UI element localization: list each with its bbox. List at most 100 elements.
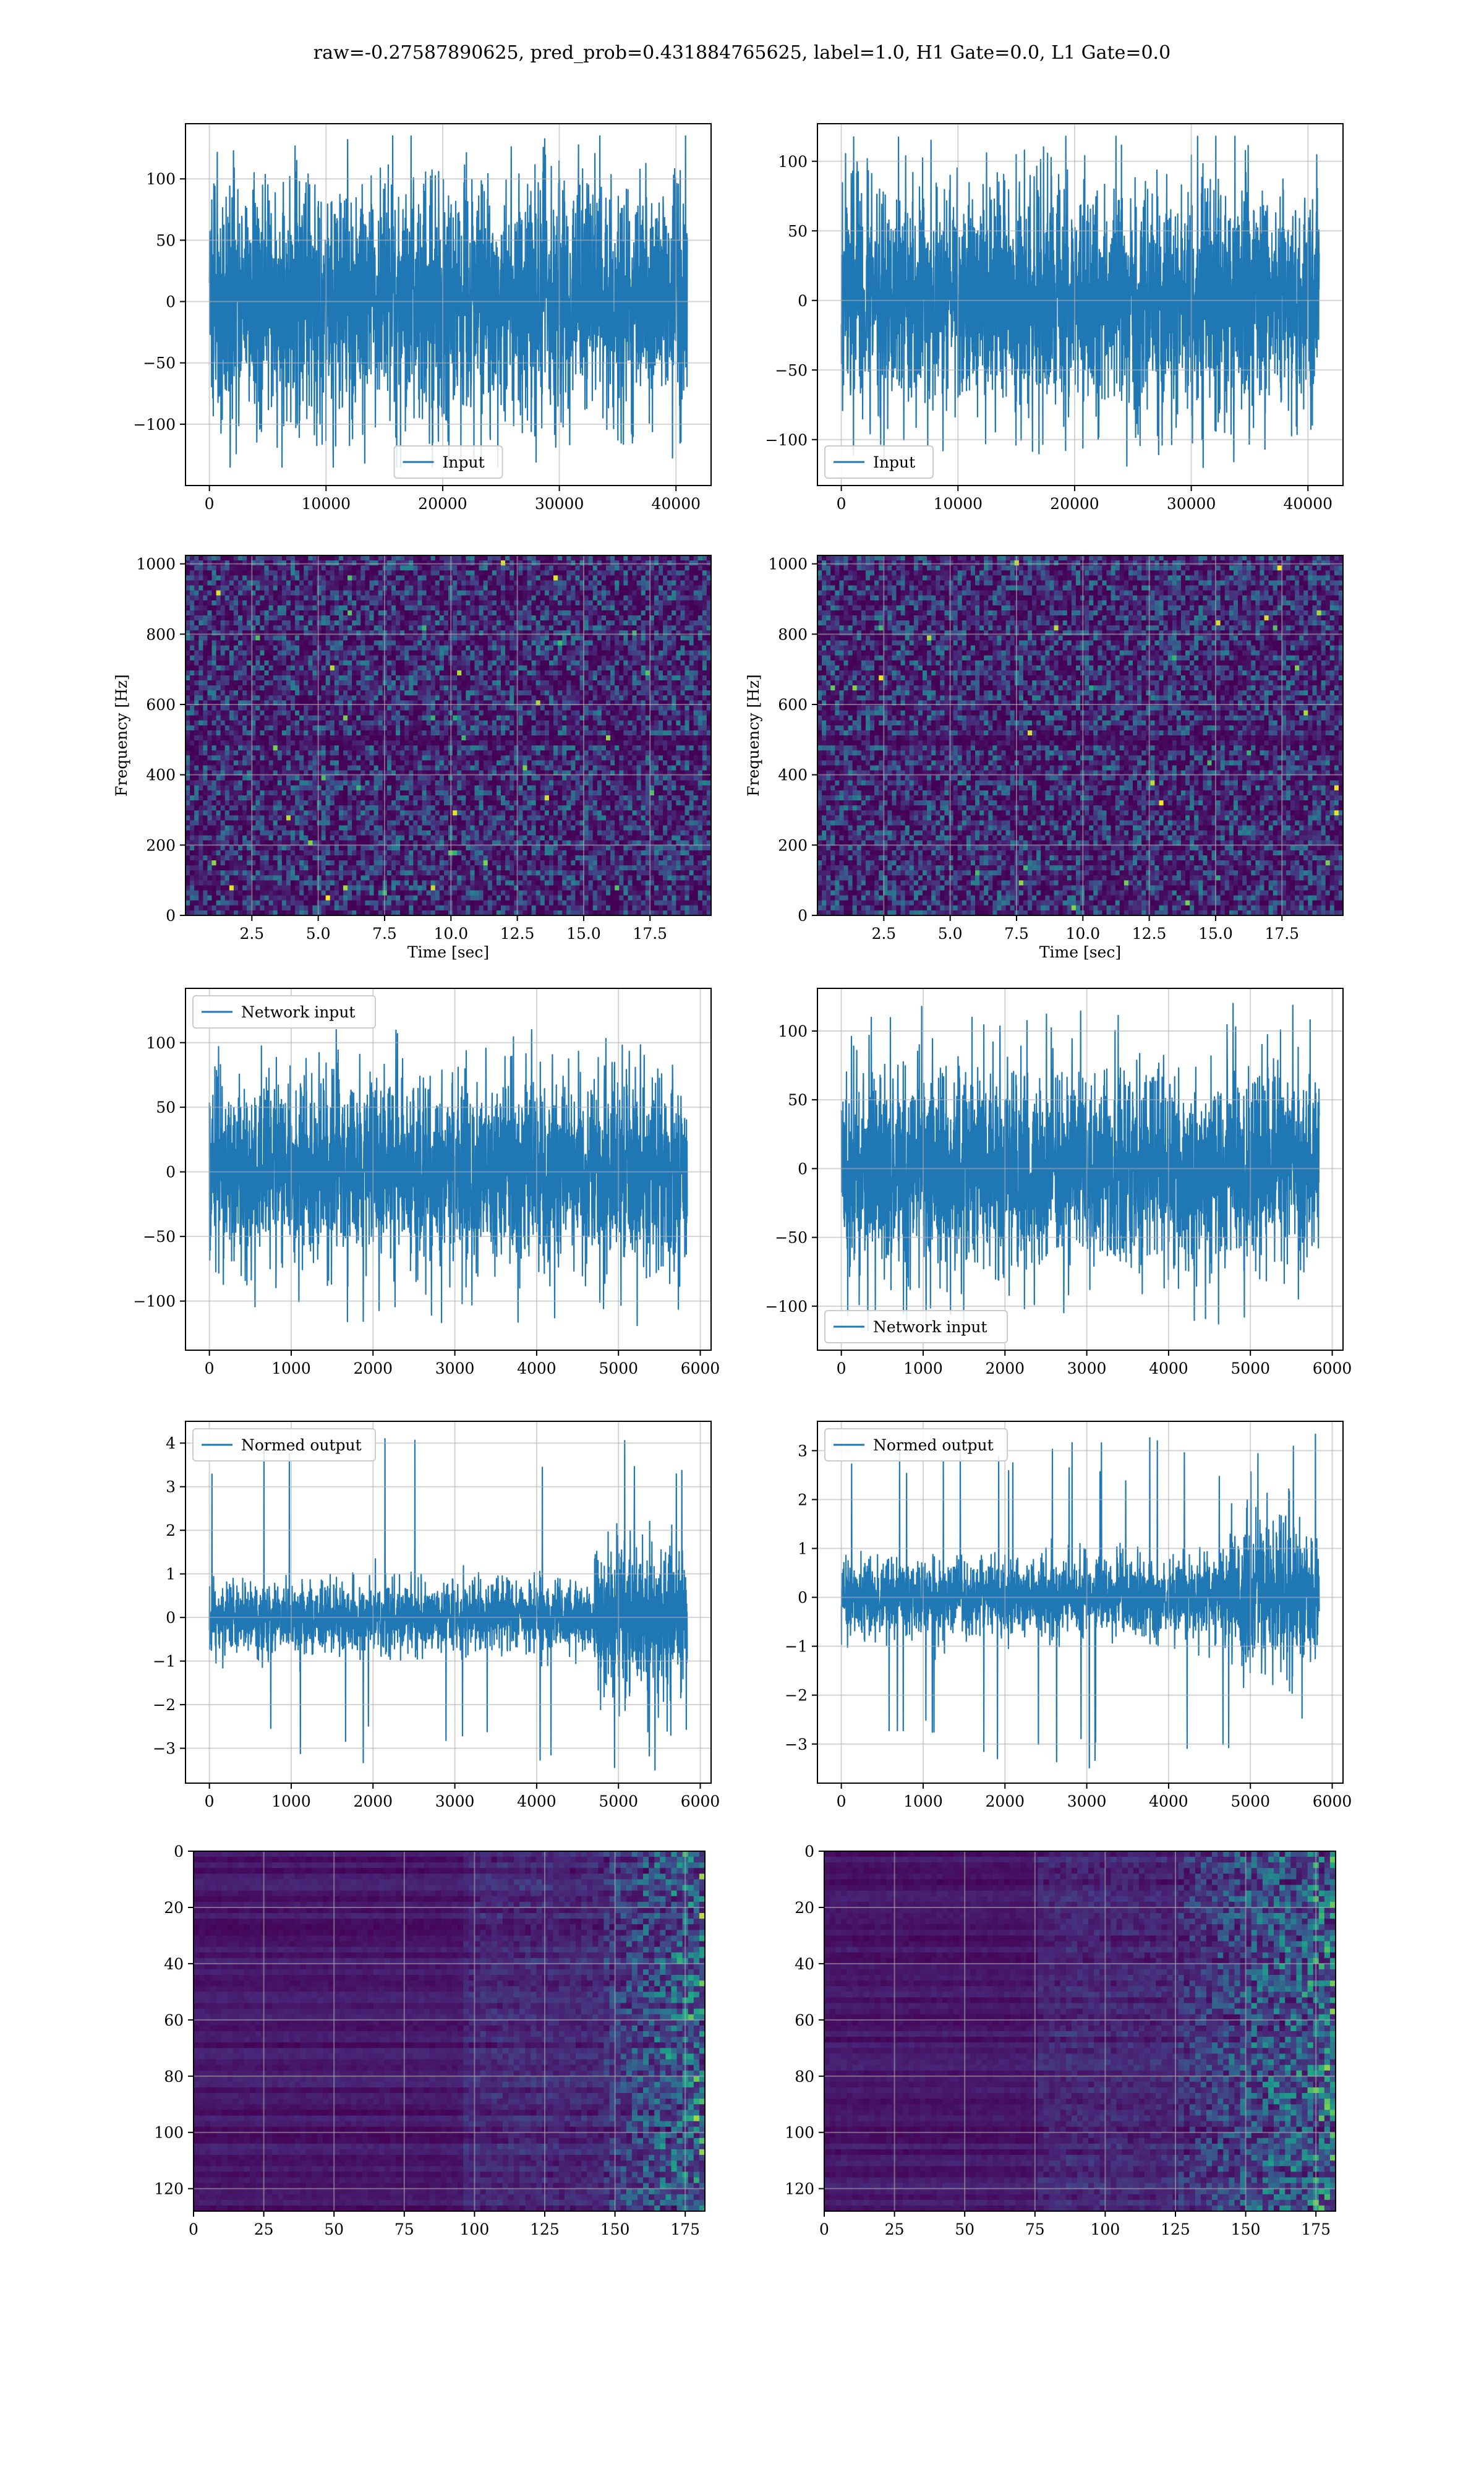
x-tick-label: 6000 [1313,1792,1352,1810]
x-tick-label: 25 [885,2220,905,2238]
x-tick-label: 2000 [985,1792,1025,1810]
x-tick-label: 4000 [517,1792,556,1810]
x-tick-label: 15.0 [566,925,601,943]
chart-h1-spectrogram: 2.5 5.0 7.5 10.0 12.5 15.0 17.5020040060080010… [113,555,712,961]
y-tick-label: 0 [166,293,176,311]
x-tick-label: 175 [670,2220,700,2238]
legend-label: Network input [241,1003,355,1021]
x-tick-label: 30000 [535,495,584,513]
y-tick-label: 3 [166,1478,176,1496]
y-tick-label: 100 [154,2124,184,2142]
x-tick-label: 4000 [517,1359,556,1377]
legend: Input [394,446,503,478]
x-tick-label: 10.0 [1065,925,1100,943]
y-tick-label: −2 [153,1696,176,1714]
y-tick-label: 0 [798,292,808,310]
chart-l1-spectrogram: 2.5 5.0 7.5 10.0 12.5 15.0 17.5020040060080010… [744,555,1344,961]
x-tick-label: 3000 [435,1359,475,1377]
x-tick-label: 6000 [1313,1359,1352,1377]
y-tick-label: 120 [785,2180,814,2198]
x-tick-label: 3000 [1067,1792,1107,1810]
x-tick-label: 12.5 [500,925,535,943]
legend-label: Normed output [873,1436,994,1454]
y-tick-label: 0 [174,1843,184,1860]
y-tick-label: 1000 [136,555,176,573]
x-tick-label: 0 [189,2220,198,2238]
y-axis-label: Frequency [Hz] [113,674,130,797]
x-tick-label: 2.5 [239,925,264,943]
series-line [842,1434,1320,1768]
chart-h1-network-input: 0 1000 2000 3000 4000 5000 6000−100−50050100Ne… [133,988,720,1377]
y-tick-label: 0 [166,907,176,925]
x-tick-label: 3000 [1067,1359,1107,1377]
x-tick-label: 50 [955,2220,974,2238]
legend: Normed output [193,1429,375,1461]
legend-label: Normed output [241,1436,362,1454]
x-tick-label: 5.0 [306,925,331,943]
y-tick-label: −50 [775,1229,808,1247]
x-tick-label: 0 [205,1359,215,1377]
x-tick-label: 6000 [681,1792,720,1810]
x-axis-label: Time [sec] [407,943,489,961]
x-tick-label: 150 [1231,2220,1261,2238]
x-tick-label: 2000 [985,1359,1025,1377]
y-tick-label: 50 [788,1091,808,1109]
y-tick-label: 400 [146,766,176,784]
y-tick-label: −50 [143,1228,176,1246]
y-tick-label: −2 [785,1687,808,1705]
x-tick-label: 5000 [599,1792,638,1810]
y-tick-label: 100 [146,1034,176,1052]
y-tick-label: 100 [778,1022,808,1040]
x-tick-label: 125 [530,2220,560,2238]
y-tick-label: −1 [153,1653,176,1671]
x-tick-label: 175 [1301,2220,1331,2238]
series-line [210,1439,688,1770]
y-tick-label: −100 [133,1293,176,1311]
y-tick-label: 80 [795,2068,814,2086]
x-tick-label: 7.5 [372,925,397,943]
x-tick-label: 75 [1025,2220,1045,2238]
x-tick-label: 150 [600,2220,630,2238]
x-tick-label: 100 [460,2220,490,2238]
series-line [842,136,1320,468]
legend: Network input [825,1311,1007,1343]
y-tick-label: 0 [798,1160,808,1178]
y-tick-label: 600 [778,696,808,714]
feature-map-image [194,1851,706,2212]
y-tick-label: 120 [154,2180,184,2198]
y-tick-label: 0 [804,1843,814,1860]
y-tick-label: 0 [798,1589,808,1607]
x-tick-label: 1000 [903,1792,943,1810]
y-tick-label: −100 [765,431,808,449]
x-tick-label: 5000 [599,1359,638,1377]
y-tick-label: 1000 [768,555,808,573]
x-tick-label: 1000 [903,1359,943,1377]
y-tick-label: 4 [166,1434,176,1452]
x-tick-label: 0 [205,1792,215,1810]
x-tick-label: 25 [254,2220,274,2238]
chart-l1-network-input: 0 1000 2000 3000 4000 5000 6000−100−50050100Ne… [765,988,1352,1377]
x-tick-label: 6000 [681,1359,720,1377]
y-tick-label: 50 [156,1098,176,1116]
x-tick-label: 4000 [1149,1792,1188,1810]
x-tick-label: 1000 [271,1359,311,1377]
y-tick-label: 2 [798,1491,808,1509]
y-tick-label: 0 [166,1609,176,1627]
y-tick-label: 80 [164,2068,184,2086]
y-tick-label: −50 [775,361,808,379]
x-tick-label: 4000 [1149,1359,1188,1377]
series-line [842,1004,1320,1331]
x-tick-label: 20000 [1050,495,1099,513]
x-tick-label: 17.5 [1264,925,1299,943]
y-tick-label: 800 [778,625,808,643]
y-tick-label: −1 [785,1638,808,1656]
y-tick-label: −100 [133,416,176,434]
y-tick-label: 0 [166,1163,176,1181]
y-tick-label: −100 [765,1298,808,1316]
y-tick-label: 200 [146,836,176,854]
x-tick-label: 125 [1161,2220,1190,2238]
y-tick-label: 0 [798,907,808,925]
